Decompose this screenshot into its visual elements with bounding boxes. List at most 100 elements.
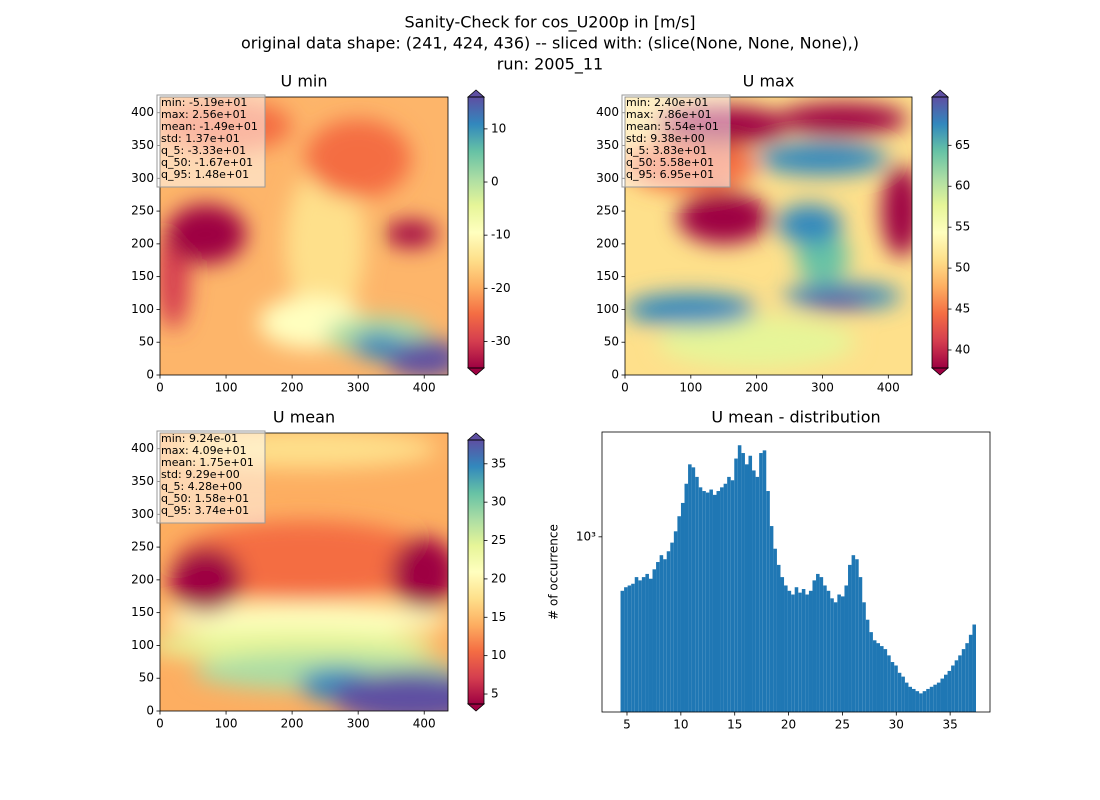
histogram-bar	[695, 476, 699, 712]
histogram-bar	[656, 562, 660, 712]
colorbar-tick-label: -30	[491, 334, 511, 348]
y-tick-label: 250	[131, 204, 154, 218]
colorbar-tick-label: 20	[491, 571, 506, 585]
stats-line: std: 1.37e+01	[161, 132, 240, 145]
stats-line: q_50: 1.58e+01	[161, 492, 249, 505]
histogram-bar	[951, 665, 955, 712]
histogram-bar	[808, 590, 813, 712]
stats-line: q_95: 3.74e+01	[161, 504, 249, 517]
colorbar-tick-label: 55	[955, 220, 970, 234]
stats-line: max: 7.86e+01	[626, 108, 712, 121]
histogram-bar	[958, 655, 962, 712]
histogram-bar	[737, 445, 742, 712]
histogram-bar	[727, 476, 731, 712]
colorbar-tick-label: 40	[955, 342, 970, 356]
histogram-bar	[912, 688, 916, 712]
histogram-bar	[833, 602, 838, 712]
histogram-bar	[848, 564, 852, 712]
y-tick-label: 300	[131, 171, 154, 185]
histogram-bar	[837, 594, 841, 712]
histogram-bar	[883, 649, 888, 712]
y-tick-label: 50	[604, 335, 619, 349]
x-tick-label: 200	[281, 717, 304, 731]
y-tick-label: 200	[596, 236, 619, 250]
y-tick-label: 400	[131, 105, 154, 119]
histogram-bar	[748, 455, 753, 712]
colorbar-extend-top	[466, 89, 486, 98]
histogram-bar	[787, 590, 792, 712]
field-blob	[677, 191, 770, 244]
histogram-bar	[741, 453, 745, 712]
histogram-bar	[670, 542, 674, 712]
histogram-bar	[734, 458, 738, 712]
x-tick-label: 100	[215, 717, 238, 731]
field-blob	[756, 142, 889, 176]
y-tick-label: 0	[611, 368, 619, 382]
histogram-bar	[908, 686, 913, 712]
histogram-bar	[926, 688, 930, 712]
y-tick-label: 200	[131, 236, 154, 250]
histogram-bar	[631, 583, 635, 712]
colorbar-tick-label: -20	[491, 281, 511, 295]
axes-title: U mean	[273, 408, 335, 427]
histogram-bar	[780, 577, 785, 712]
colorbar	[932, 97, 948, 368]
histogram-bar	[730, 480, 735, 712]
axes-title: U max	[743, 72, 795, 91]
x-tick-label: 5	[623, 718, 631, 732]
histogram-bar	[688, 464, 692, 712]
histogram-bar	[723, 483, 728, 712]
y-axis-label: # of occurrence	[547, 524, 561, 620]
colorbar-tick-label: 65	[955, 138, 970, 152]
y-tick-label: 150	[131, 605, 154, 619]
histogram-bar	[684, 483, 689, 712]
field-blob	[881, 165, 912, 257]
histogram-bar	[620, 590, 625, 712]
field-blob	[351, 332, 405, 359]
histogram-bar	[641, 577, 646, 712]
histogram-bar	[904, 682, 909, 712]
stats-box-bg	[621, 94, 731, 188]
histogram-bar	[702, 491, 706, 712]
histogram-bar	[752, 470, 756, 712]
x-tick-label: 400	[413, 717, 436, 731]
field-blob	[166, 204, 246, 264]
colorbar-extend-top	[466, 432, 486, 441]
histogram-bar	[773, 548, 777, 712]
axes-frame	[159, 96, 449, 376]
histogram-bar	[705, 492, 710, 712]
y-tick-label: 150	[131, 269, 154, 283]
axes-title: U min	[281, 72, 328, 91]
stats-line: mean: -1.49e+01	[161, 120, 258, 133]
histogram-bar	[880, 646, 884, 712]
histogram-bar	[851, 555, 856, 712]
y-tick-label: 100	[131, 638, 154, 652]
colorbar-extend-bottom	[466, 367, 486, 376]
stats-line: mean: 1.75e+01	[161, 456, 254, 469]
y-tick-label: 400	[131, 441, 154, 455]
y-tick-label: 150	[596, 269, 619, 283]
field-blob	[384, 220, 438, 248]
stats-line: q_5: 3.83e+01	[626, 144, 707, 157]
x-tick-label: 100	[679, 381, 702, 395]
colorbar-extend-bottom	[466, 703, 486, 712]
colorbar-tick-label: 35	[491, 456, 506, 470]
field-blob	[776, 102, 909, 136]
y-tick-label: 10³	[576, 529, 596, 543]
histogram-bar	[840, 596, 845, 712]
field-blob	[285, 165, 365, 323]
histogram-bar	[890, 662, 895, 712]
histogram-bar	[762, 450, 767, 712]
histogram-bar	[769, 526, 774, 712]
x-tick-label: 0	[156, 381, 164, 395]
heatmap-image	[625, 97, 912, 375]
y-tick-label: 300	[596, 171, 619, 185]
colorbar-extend-top	[930, 89, 950, 98]
colorbar-tick-label: -10	[491, 228, 511, 242]
histogram-bar	[634, 577, 639, 712]
x-tick-label: 0	[621, 381, 629, 395]
y-tick-label: 0	[146, 704, 154, 718]
y-tick-label: 50	[139, 671, 154, 685]
y-tick-label: 250	[131, 540, 154, 554]
